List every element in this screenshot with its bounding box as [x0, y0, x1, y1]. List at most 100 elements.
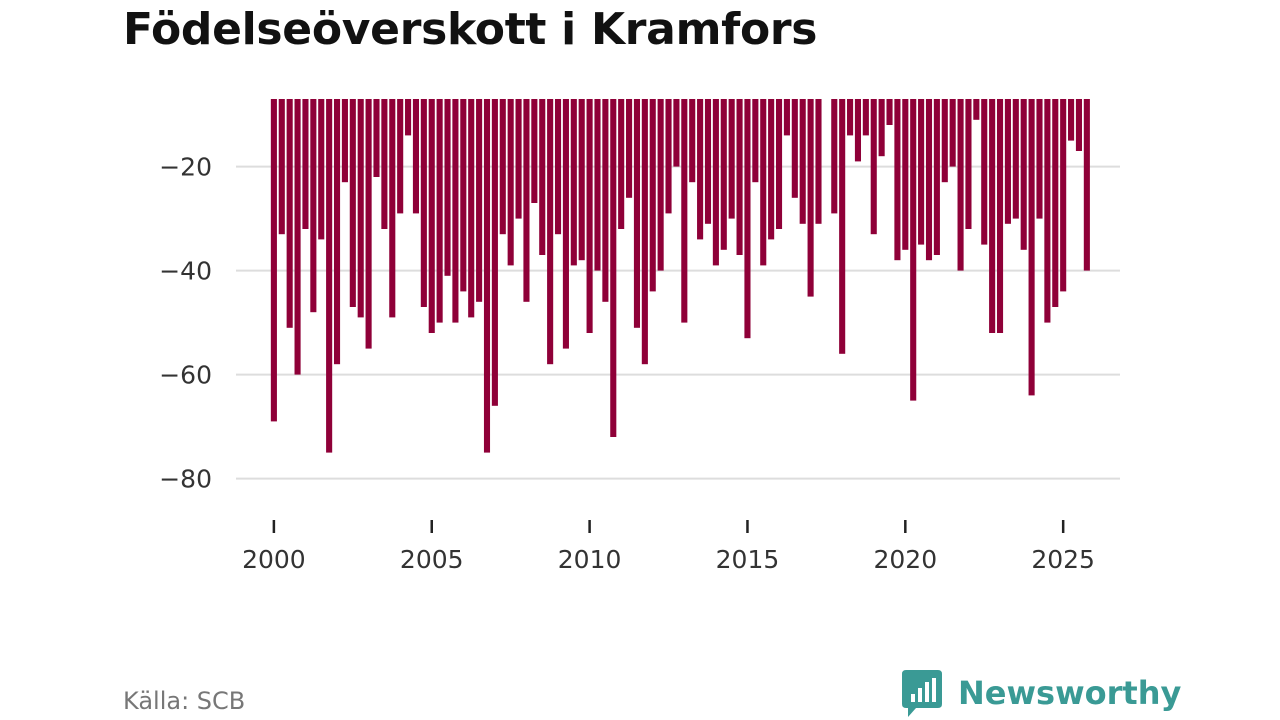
bar[interactable] — [491, 99, 498, 406]
bar[interactable] — [815, 99, 822, 224]
bar[interactable] — [562, 99, 569, 349]
bar[interactable] — [539, 99, 546, 255]
bar[interactable] — [981, 99, 988, 245]
bar[interactable] — [862, 99, 869, 136]
bar[interactable] — [760, 99, 767, 266]
bar[interactable] — [712, 99, 719, 266]
bar[interactable] — [1083, 99, 1090, 271]
bar[interactable] — [428, 99, 435, 333]
bar[interactable] — [1060, 99, 1067, 292]
bar[interactable] — [965, 99, 972, 229]
bar[interactable] — [420, 99, 427, 307]
bar[interactable] — [933, 99, 940, 255]
bar[interactable] — [476, 99, 483, 302]
bar[interactable] — [460, 99, 467, 292]
bar[interactable] — [752, 99, 759, 183]
bar[interactable] — [326, 99, 333, 453]
bar[interactable] — [594, 99, 601, 271]
bar[interactable] — [633, 99, 641, 328]
bar[interactable] — [602, 99, 609, 302]
bar[interactable] — [941, 99, 948, 183]
bar[interactable] — [357, 99, 364, 318]
bar[interactable] — [610, 99, 617, 437]
bar[interactable] — [507, 99, 514, 266]
bar[interactable] — [831, 99, 838, 214]
bar[interactable] — [673, 99, 680, 167]
bar[interactable] — [854, 99, 862, 162]
bar[interactable] — [807, 99, 814, 297]
bar[interactable] — [1020, 99, 1027, 250]
bar[interactable] — [405, 99, 412, 136]
bar[interactable] — [318, 99, 325, 240]
bar[interactable] — [523, 99, 530, 302]
bar[interactable] — [783, 99, 790, 136]
bar[interactable] — [626, 99, 633, 198]
bar[interactable] — [973, 99, 980, 120]
bar[interactable] — [270, 99, 277, 422]
bar[interactable] — [957, 99, 964, 271]
bar[interactable] — [791, 99, 798, 198]
bar[interactable] — [341, 99, 348, 183]
bar[interactable] — [728, 99, 735, 219]
bar[interactable] — [1028, 99, 1035, 396]
bar[interactable] — [870, 99, 877, 235]
bar[interactable] — [365, 99, 372, 349]
bar[interactable] — [799, 99, 806, 224]
bar[interactable] — [499, 99, 506, 235]
bar[interactable] — [333, 99, 341, 365]
bar[interactable] — [847, 99, 854, 136]
bar[interactable] — [310, 99, 317, 313]
bar[interactable] — [578, 99, 585, 261]
bar[interactable] — [1044, 99, 1051, 323]
bar[interactable] — [531, 99, 538, 203]
bar[interactable] — [452, 99, 459, 323]
bar[interactable] — [894, 99, 901, 261]
bar[interactable] — [918, 99, 925, 245]
bar[interactable] — [302, 99, 309, 229]
bar[interactable] — [278, 99, 285, 235]
bar[interactable] — [294, 99, 301, 375]
bar[interactable] — [768, 99, 775, 240]
bar[interactable] — [704, 99, 712, 224]
bar[interactable] — [547, 99, 554, 365]
bar[interactable] — [925, 99, 933, 261]
bar[interactable] — [586, 99, 593, 333]
bar[interactable] — [468, 99, 475, 318]
bar[interactable] — [736, 99, 743, 255]
bar[interactable] — [1036, 99, 1043, 219]
bar[interactable] — [720, 99, 727, 250]
bar[interactable] — [681, 99, 688, 323]
bar[interactable] — [286, 99, 293, 328]
bar[interactable] — [886, 99, 893, 125]
bar[interactable] — [389, 99, 396, 318]
bar[interactable] — [397, 99, 404, 214]
bar[interactable] — [949, 99, 956, 167]
bar[interactable] — [1004, 99, 1011, 224]
bar[interactable] — [373, 99, 380, 177]
bar[interactable] — [775, 99, 783, 229]
bar[interactable] — [570, 99, 577, 266]
brand-logo[interactable]: Newsworthy — [902, 668, 1181, 718]
bar[interactable] — [910, 99, 917, 401]
bar[interactable] — [649, 99, 656, 292]
bar[interactable] — [689, 99, 696, 183]
bar[interactable] — [436, 99, 443, 323]
bar[interactable] — [1068, 99, 1075, 141]
bar[interactable] — [349, 99, 356, 307]
bar[interactable] — [381, 99, 388, 229]
bar[interactable] — [618, 99, 625, 229]
bar[interactable] — [989, 99, 996, 333]
bar[interactable] — [697, 99, 704, 240]
bar[interactable] — [665, 99, 672, 214]
bar[interactable] — [483, 99, 491, 453]
bar[interactable] — [412, 99, 420, 214]
bar[interactable] — [657, 99, 664, 271]
bar[interactable] — [1012, 99, 1019, 219]
bar[interactable] — [641, 99, 648, 365]
bar[interactable] — [839, 99, 846, 354]
bar[interactable] — [554, 99, 562, 235]
bar[interactable] — [878, 99, 885, 157]
bar[interactable] — [996, 99, 1004, 333]
bar[interactable] — [1075, 99, 1083, 151]
bar[interactable] — [444, 99, 451, 276]
